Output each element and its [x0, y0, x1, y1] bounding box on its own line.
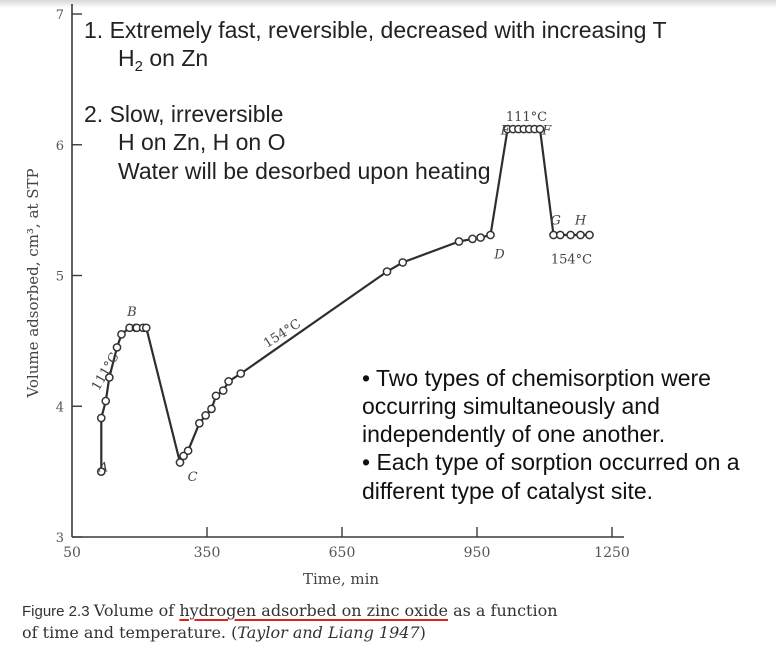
temperature-label: 111°C — [89, 350, 123, 393]
x-tick-label: 1250 — [594, 545, 630, 561]
points-layer — [96, 124, 594, 476]
caption-underlined-text: hydrogen adsorbed on zinc oxide — [179, 601, 448, 620]
bullet1-line2: occurring simultaneously and — [362, 393, 660, 419]
caption-text-before: Volume of — [93, 601, 180, 620]
data-point — [566, 230, 575, 240]
data-point — [468, 234, 477, 244]
data-point — [236, 369, 246, 378]
bullet2-line2: different type of catalyst site. — [362, 478, 653, 504]
note1-sub: 2 — [135, 58, 143, 75]
data-point — [96, 467, 106, 476]
point-label-d: D — [493, 248, 505, 263]
point-label-e: E — [500, 123, 511, 138]
data-point — [112, 343, 122, 352]
caption-citation: Taylor and Liang 1947 — [237, 623, 420, 642]
bullet2-line1: • Each type of sorption occurred on a — [362, 449, 740, 475]
data-point — [382, 267, 392, 276]
y-tick-label: 3 — [56, 531, 64, 546]
data-point — [207, 404, 216, 414]
bullet1-line1: • Two types of chemisorption were — [362, 365, 711, 391]
caption-line1: Figure 2.3 Volume of hydrogen adsorbed o… — [22, 600, 762, 622]
data-point — [175, 458, 185, 467]
caption-line2: of time and temperature. (Taylor and Lia… — [22, 622, 762, 643]
point-label-c: C — [188, 470, 198, 485]
data-point — [211, 391, 221, 401]
x-tick-label: 50 — [63, 545, 81, 561]
temperature-label: 111°C — [506, 110, 547, 125]
note1-h: H — [118, 45, 135, 71]
point-label-a: A — [98, 461, 108, 476]
data-point — [454, 237, 464, 246]
data-point — [218, 386, 228, 395]
bullet1-line3: independently of one another. — [362, 421, 665, 447]
point-label-h: H — [574, 214, 587, 229]
data-point — [201, 411, 210, 420]
y-tick-label: 7 — [56, 8, 64, 23]
point-label-f: F — [541, 123, 552, 138]
data-point — [576, 230, 585, 240]
caption-line2-after: ) — [419, 623, 426, 642]
data-point — [195, 418, 204, 428]
note1-line2: H2 on Zn — [118, 45, 208, 75]
data-point — [486, 230, 495, 240]
note1-line1: 1. Extremely fast, reversible, decreased… — [84, 17, 667, 43]
y-tick-label: 6 — [56, 139, 64, 154]
data-point — [179, 451, 188, 461]
data-point — [476, 233, 485, 242]
caption-text-after: as a function — [448, 601, 558, 620]
data-point — [535, 124, 545, 134]
axes: 3 4 5 6 7 50 350 650 950 1250 — [56, 4, 630, 561]
note2-line3: Water will be desorbed upon heating — [118, 158, 491, 184]
data-point — [585, 230, 594, 240]
x-axis-label: Time, min — [303, 570, 379, 588]
caption-figure-label: Figure 2.3 — [22, 603, 90, 620]
data-point — [224, 377, 233, 386]
data-point — [105, 373, 114, 382]
data-point — [141, 323, 151, 333]
data-point — [101, 396, 111, 406]
y-axis-label: Volume adsorbed, cm³, at STP — [24, 168, 42, 398]
top-shade — [0, 0, 776, 8]
point-label-g: G — [551, 214, 561, 229]
x-tick-label: 650 — [329, 545, 356, 561]
note2-line2: H on Zn, H on O — [118, 129, 285, 155]
note1-rest: on Zn — [143, 45, 208, 71]
data-point — [117, 329, 126, 339]
figure-caption: Figure 2.3 Volume of hydrogen adsorbed o… — [22, 600, 762, 643]
data-point — [555, 230, 565, 240]
x-tick-label: 950 — [464, 545, 491, 561]
temperature-label: 154°C — [551, 253, 592, 268]
x-tick-label: 350 — [194, 545, 221, 561]
note2-line1: 2. Slow, irreversible — [84, 101, 283, 127]
data-point — [398, 258, 408, 267]
data-point — [183, 446, 193, 456]
data-point — [96, 413, 106, 423]
y-tick-label: 4 — [56, 400, 64, 415]
caption-line2-before: of time and temperature. ( — [22, 623, 238, 642]
y-tick-label: 5 — [56, 270, 64, 285]
point-label-b: B — [126, 305, 137, 320]
